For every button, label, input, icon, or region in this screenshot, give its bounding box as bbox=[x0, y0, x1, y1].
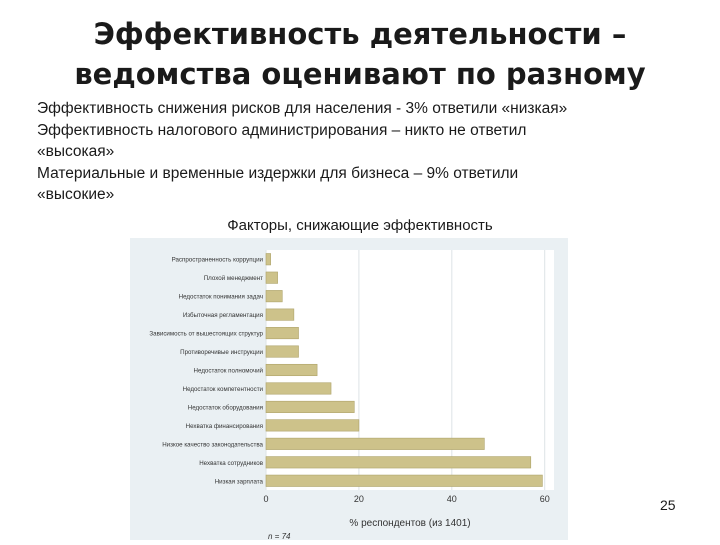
category-label: Распространенность коррупции bbox=[172, 257, 264, 264]
x-tick-labels: 0 20 40 60 bbox=[263, 494, 549, 504]
page-number: 25 bbox=[660, 497, 676, 513]
category-label: Низкое качество законодательства bbox=[162, 441, 263, 448]
category-label: Недостаток оборудования bbox=[188, 404, 263, 411]
bar bbox=[265, 419, 360, 432]
bar-chart: Распространенность коррупции Плохой менед… bbox=[149, 250, 554, 541]
x-tick-label: 20 bbox=[354, 494, 364, 504]
bar bbox=[265, 437, 485, 450]
x-axis-label: % респондентов (из 1401) bbox=[349, 518, 470, 529]
x-tick-label: 60 bbox=[540, 494, 550, 504]
chart-footnote: n = 74 bbox=[268, 532, 291, 540]
bullet-line: Эффективность снижения рисков для населе… bbox=[37, 100, 568, 117]
category-label: Недостаток полномочий bbox=[194, 368, 264, 375]
category-label: Недостаток компетентности bbox=[183, 386, 264, 393]
slide-title: Эффективность деятельности – ведомства о… bbox=[0, 14, 720, 94]
bar bbox=[265, 271, 278, 284]
bar bbox=[265, 308, 295, 321]
bar bbox=[265, 253, 271, 266]
category-label: Низкая зарплата bbox=[215, 478, 264, 485]
bullet-line: Эффективность налогового администрирован… bbox=[37, 121, 527, 139]
category-label: Избыточная регламентация bbox=[183, 312, 263, 319]
category-labels: Распространенность коррупции Плохой менед… bbox=[149, 257, 263, 486]
category-label: Зависимость от вышестоящих структур bbox=[149, 331, 263, 338]
bar bbox=[265, 456, 532, 469]
x-tick-label: 40 bbox=[447, 494, 457, 504]
bullet-line: «высокие» bbox=[37, 186, 115, 203]
bullet-list: Эффективность снижения рисков для населе… bbox=[37, 98, 697, 206]
category-label: Недостаток понимания задач bbox=[179, 294, 263, 301]
bar bbox=[265, 474, 543, 487]
chart-frame: Распространенность коррупции Плохой менед… bbox=[130, 238, 568, 541]
category-label: Нехватка сотрудников bbox=[199, 460, 263, 467]
category-label: Нехватка финансирования bbox=[186, 423, 263, 430]
x-tick-label: 0 bbox=[263, 494, 268, 504]
category-label: Противоречивые инструкции bbox=[180, 349, 263, 356]
bar bbox=[265, 363, 318, 377]
bar bbox=[265, 345, 299, 358]
bars bbox=[265, 253, 543, 487]
slide-title-line-1: Эффективность деятельности – bbox=[93, 17, 627, 51]
grid-lines bbox=[265, 250, 546, 490]
bar bbox=[265, 382, 332, 395]
bar bbox=[265, 290, 283, 303]
bullet-line: Материальные и временные издержки для би… bbox=[37, 164, 519, 182]
slide-title-line-2: ведомства оценивают по разному bbox=[74, 57, 646, 91]
bar bbox=[265, 400, 355, 413]
chart-heading: Факторы, снижающие эффективность bbox=[227, 217, 493, 234]
category-label: Плохой менеджмент bbox=[204, 275, 263, 282]
bullet-line: «высокая» bbox=[37, 143, 115, 160]
bar bbox=[265, 327, 299, 340]
